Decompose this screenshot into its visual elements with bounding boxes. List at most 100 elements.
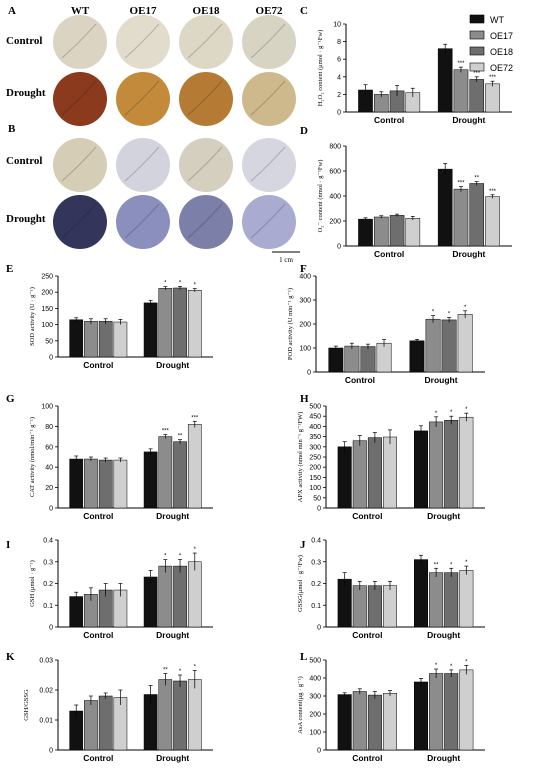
- bar: [373, 216, 389, 247]
- bar: [173, 680, 187, 751]
- panel-letter: E: [6, 263, 13, 275]
- legend-label: OE17: [490, 31, 513, 41]
- legend-swatch: [469, 14, 485, 24]
- y-tick-label: 450: [309, 414, 321, 421]
- bar: [469, 79, 485, 113]
- x-category-label: Control: [83, 630, 113, 640]
- significance-mark: ***: [473, 71, 481, 77]
- significance-mark: *: [464, 305, 467, 311]
- significance-mark: ***: [191, 415, 199, 421]
- significance-mark: *: [194, 283, 197, 289]
- bar: [158, 436, 173, 509]
- y-tick-label: 300: [309, 694, 321, 701]
- significance-mark: *: [435, 663, 438, 669]
- x-category-label: Drought: [427, 511, 460, 521]
- significance-mark: **: [178, 434, 183, 440]
- significance-mark: **: [163, 668, 168, 674]
- bar: [444, 420, 459, 509]
- bar: [337, 694, 352, 751]
- significance-mark: *: [465, 407, 468, 413]
- y-axis-label: H₂O₂ content (μmol · g⁻¹Fw): [317, 30, 324, 107]
- bar: [429, 572, 444, 628]
- y-tick-label: 0: [317, 748, 321, 755]
- bar: [453, 69, 469, 113]
- bar: [187, 679, 202, 751]
- legend-label: OE18: [490, 47, 513, 57]
- bar: [143, 302, 158, 358]
- leaf-disc: [53, 15, 107, 69]
- bar: [441, 319, 457, 373]
- y-tick-label: 60: [45, 444, 53, 451]
- bar: [328, 347, 344, 373]
- bar: [98, 459, 113, 509]
- panel-letter: K: [6, 651, 15, 663]
- leaf-disc: [179, 138, 233, 192]
- y-tick-label: 40: [45, 465, 53, 472]
- y-tick-label: 10: [333, 22, 341, 29]
- y-tick-label: 50: [313, 495, 321, 502]
- bar: [413, 681, 429, 751]
- bar: [84, 700, 98, 751]
- bar: [382, 585, 398, 628]
- y-tick-label: 800: [329, 144, 341, 151]
- legend-swatch: [469, 46, 485, 56]
- bar: [187, 424, 202, 509]
- panel-letter-b: B: [8, 123, 16, 135]
- bar: [437, 168, 453, 247]
- bar: [69, 458, 84, 509]
- y-tick-label: 0: [49, 355, 53, 362]
- y-tick-label: 500: [309, 658, 321, 665]
- bar: [382, 436, 398, 509]
- y-tick-label: 2: [337, 92, 341, 99]
- legend-label: OE72: [490, 63, 513, 73]
- significance-mark: *: [164, 554, 167, 560]
- y-tick-label: 150: [41, 306, 53, 313]
- significance-mark: *: [465, 560, 468, 566]
- bar: [376, 342, 392, 373]
- bar: [459, 416, 474, 509]
- significance-mark: *: [179, 669, 182, 675]
- leaf-vein: [187, 80, 223, 116]
- y-axis-label: GSH/GSSG: [23, 689, 30, 721]
- y-tick-label: 0.02: [39, 688, 53, 695]
- bar: [444, 572, 459, 628]
- x-category-label: Drought: [156, 360, 189, 370]
- y-tick-label: 0.01: [39, 718, 53, 725]
- bar: [367, 437, 382, 509]
- bar: [158, 288, 173, 358]
- legend-swatch: [469, 30, 485, 40]
- y-tick-label: 350: [309, 434, 321, 441]
- leaf-disc: [242, 195, 296, 249]
- chart-panel-d: D 0 200 400 600 800 O₂⁻ content (nmol · g⁻¹Fw)…: [300, 125, 512, 259]
- y-tick-label: 300: [299, 298, 311, 305]
- significance-mark: ***: [489, 75, 497, 81]
- leaf-vein: [124, 146, 160, 182]
- bar: [413, 430, 429, 509]
- leaf-vein: [187, 146, 223, 182]
- y-tick-label: 4: [337, 74, 341, 81]
- bar: [98, 321, 113, 358]
- y-tick-label: 200: [41, 290, 53, 297]
- leaf-vein: [124, 23, 160, 59]
- y-axis-label: GSSG(μmol · g⁻¹Fw): [297, 555, 304, 612]
- bar: [352, 440, 367, 509]
- y-axis-label: AsA content(μg · g⁻¹): [297, 676, 304, 733]
- leaf-disc: [53, 72, 107, 126]
- bar: [429, 673, 444, 751]
- y-tick-label: 0: [337, 110, 341, 117]
- photo-row-label: Drought: [6, 213, 46, 225]
- y-tick-label: 200: [299, 322, 311, 329]
- photo-panel-a: A WT OE17 OE18 OE72 Control Drought: [6, 5, 296, 126]
- y-axis-label: APX activity (nmol min⁻¹ g⁻¹FW): [297, 412, 304, 503]
- x-category-label: Drought: [425, 375, 458, 385]
- photo-panel-b: B Control Drought 1 cm: [6, 123, 300, 264]
- y-tick-label: 100: [299, 346, 311, 353]
- legend-swatch: [469, 62, 485, 72]
- leaf-vein: [187, 23, 223, 59]
- bar: [409, 340, 425, 373]
- y-tick-label: 0.03: [39, 658, 53, 665]
- panel-letter: F: [300, 263, 307, 275]
- legend: WT OE17 OE18 OE72: [469, 14, 513, 73]
- chart-panel-e: E 0 50 100 150 200 250 SOD activity (U · g⁻¹) Co…: [6, 263, 213, 370]
